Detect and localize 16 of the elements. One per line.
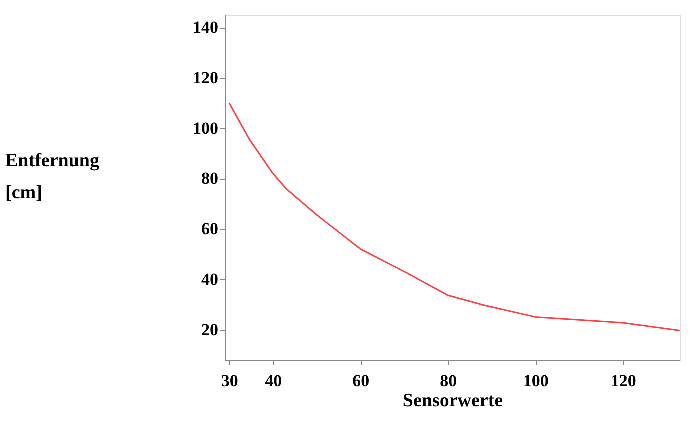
x-tick-label: 40 [265,372,282,390]
y-tick-label: 80 [202,169,218,188]
y-tick-label: 120 [193,68,218,88]
x-tick-label: 60 [352,372,370,390]
x-tick-label: 100 [523,372,549,390]
x-tick-label: 120 [610,372,636,390]
x-axis-title: Sensorwerte [402,390,504,412]
line-series [228,102,681,332]
y-tick-label: 20 [202,320,218,340]
y-tick-label: 60 [202,220,218,239]
y-tick-label: 100 [193,118,218,138]
x-tick-label: 80 [440,372,458,390]
y-axis-title: Entfernung [cm] [6,150,100,204]
y-tick-label: 140 [193,18,218,38]
x-tick-label: 30 [221,372,238,390]
y-tick-label: 40 [202,270,218,289]
